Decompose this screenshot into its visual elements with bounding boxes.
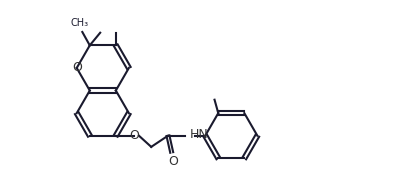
Text: HN: HN (189, 129, 208, 141)
Text: CH₃: CH₃ (70, 18, 88, 28)
Text: O: O (129, 129, 139, 142)
Text: O: O (168, 155, 179, 168)
Text: O: O (72, 61, 82, 74)
